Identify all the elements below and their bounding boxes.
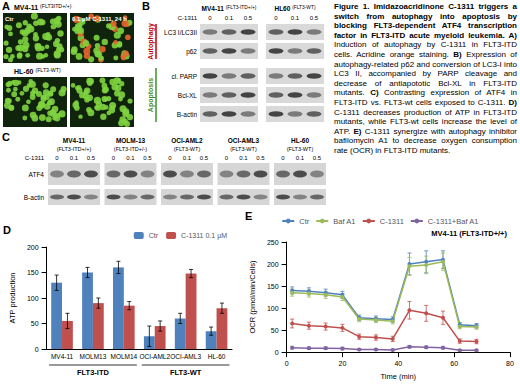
svg-text:0: 0 (35, 346, 39, 353)
svg-text:100: 100 (267, 305, 279, 312)
html-text:C-1311 decreases production of: C-1311 decreases production of ATP in FL… (334, 107, 517, 155)
svg-text:MV4-11 (FLT3-ITD+/+): MV4-11 (FLT3-ITD+/+) (431, 229, 507, 238)
svg-text:0: 0 (55, 155, 59, 161)
svg-text:p62: p62 (186, 48, 197, 56)
svg-text:0: 0 (208, 15, 212, 21)
svg-text:80: 80 (506, 360, 514, 367)
svg-text:C-1311: C-1311 (380, 217, 404, 226)
svg-text:Time (min): Time (min) (381, 372, 417, 381)
svg-text:0.1: 0.1 (70, 155, 79, 161)
html-text:Contrasting expression of ATF4: Contrasting expression of ATF4 in FLT3-I… (334, 88, 517, 107)
html-text:C): C) (370, 88, 379, 98)
svg-text:250: 250 (267, 239, 279, 246)
svg-text:A: A (2, 0, 10, 12)
svg-text:0.5: 0.5 (87, 155, 96, 161)
svg-text:MOLM-13: MOLM-13 (116, 137, 146, 144)
svg-text:C-1311: C-1311 (178, 15, 198, 21)
svg-text:50: 50 (271, 327, 279, 334)
svg-text:OCI-AML3: OCI-AML3 (228, 137, 260, 144)
svg-text:0.1: 0.1 (126, 155, 135, 161)
svg-text:0: 0 (274, 15, 278, 21)
html-text:Figure 1. Imidazoacridinone C-: Figure 1. Imidazoacridinone C-1311 trigg… (334, 2, 517, 40)
svg-text:OCI-AML2: OCI-AML2 (171, 137, 203, 144)
svg-text:C-1311: C-1311 (25, 155, 45, 161)
svg-text:MV4-11 (FLT3-ITD+/+): MV4-11 (FLT3-ITD+/+) (202, 5, 257, 12)
svg-text:HL60 (FLT3-WT): HL60 (FLT3-WT) (274, 5, 315, 12)
svg-text:B-actin: B-actin (24, 194, 45, 201)
svg-text:0.5: 0.5 (244, 15, 253, 21)
html-text:D: D (3, 224, 11, 236)
svg-text:200: 200 (27, 244, 39, 251)
svg-text:60: 60 (450, 360, 458, 367)
svg-text:Bcl-XL: Bcl-XL (178, 92, 198, 99)
svg-text:OCR (pmol/min/Cells): OCR (pmol/min/Cells) (248, 260, 257, 333)
svg-text:(FLT3-WT): (FLT3-WT) (230, 146, 257, 152)
svg-text:0.5: 0.5 (200, 155, 209, 161)
svg-text:100: 100 (27, 295, 39, 302)
svg-text:FLT3-ITD: FLT3-ITD (77, 368, 110, 377)
svg-text:0.1: 0.1 (291, 15, 300, 21)
svg-text:0.1: 0.1 (225, 15, 234, 21)
html-text:B): B) (453, 50, 462, 59)
svg-text:0.1: 0.1 (239, 155, 248, 161)
svg-text:200: 200 (267, 261, 279, 268)
svg-text:OCI-AML2: OCI-AML2 (139, 353, 170, 360)
svg-text:40: 40 (394, 360, 402, 367)
svg-text:MOLM14: MOLM14 (110, 353, 137, 360)
svg-text:0: 0 (168, 155, 172, 161)
svg-text:(FLT3-ITD+/-): (FLT3-ITD+/-) (114, 146, 148, 152)
svg-text:Autophagy: Autophagy (147, 23, 155, 60)
svg-text:0.1: 0.1 (183, 155, 192, 161)
svg-text:B-actin: B-actin (177, 111, 198, 118)
svg-text:(FLT3-WT): (FLT3-WT) (287, 146, 314, 152)
html-text:Expression of autophagy-relate: Expression of autophagy-related p62 and … (334, 50, 517, 98)
svg-text:Apoptosis: Apoptosis (147, 78, 155, 112)
svg-text:ATF4: ATF4 (29, 171, 45, 178)
svg-text:0.5: 0.5 (310, 15, 319, 21)
svg-text:MOLM13: MOLM13 (80, 353, 107, 360)
svg-text:0: 0 (275, 349, 279, 356)
svg-text:0.5: 0.5 (256, 155, 265, 161)
svg-text:C-1311 0.1 µM: C-1311 0.1 µM (181, 232, 227, 240)
svg-text:0.5: 0.5 (313, 155, 322, 161)
svg-text:C: C (2, 131, 10, 143)
svg-text:FLT3-WT: FLT3-WT (170, 368, 202, 377)
svg-text:(FLT3-ITD+/+): (FLT3-ITD+/+) (57, 146, 92, 152)
svg-text:Ctr: Ctr (299, 217, 309, 226)
svg-text:B: B (142, 0, 150, 12)
svg-text:LC3 I/LC3II: LC3 I/LC3II (164, 29, 197, 36)
svg-text:HL-60: HL-60 (208, 353, 226, 360)
svg-text:Ctr: Ctr (5, 16, 14, 22)
svg-text:150: 150 (27, 269, 39, 276)
svg-text:50: 50 (31, 320, 39, 327)
svg-text:HL-60: HL-60 (291, 137, 309, 144)
svg-text:0.1: 0.1 (296, 155, 305, 161)
svg-text:MV4-11 (FLT3ITD+/+): MV4-11 (FLT3ITD+/+) (14, 3, 72, 11)
svg-text:cl. PARP: cl. PARP (171, 73, 197, 80)
html-text:E: E (245, 210, 253, 222)
svg-text:20: 20 (339, 360, 347, 367)
html-text:Induction of autophagy by C-13: Induction of autophagy by C-1311 in FLT3… (334, 40, 517, 59)
svg-text:Ctr: Ctr (149, 232, 159, 239)
svg-text:HL-60 (FLT3-WT): HL-60 (FLT3-WT) (14, 67, 61, 75)
svg-text:MV4-11: MV4-11 (51, 353, 74, 360)
svg-text:0.1 µM C-1311, 24 h: 0.1 µM C-1311, 24 h (72, 16, 127, 22)
svg-text:C-1311+Baf A1: C-1311+Baf A1 (428, 217, 479, 226)
svg-text:0: 0 (285, 360, 289, 367)
svg-text:0: 0 (281, 155, 285, 161)
svg-text:0: 0 (112, 155, 116, 161)
svg-text:0.5: 0.5 (143, 155, 152, 161)
svg-text:Baf A1: Baf A1 (333, 217, 355, 226)
svg-text:0: 0 (225, 155, 229, 161)
svg-text:(FLT3-WT): (FLT3-WT) (174, 146, 201, 152)
svg-text:150: 150 (267, 283, 279, 290)
svg-text:OCI-AML3: OCI-AML3 (170, 353, 201, 360)
svg-text:MV4-11: MV4-11 (63, 137, 86, 144)
svg-text:ATP production: ATP production (8, 272, 17, 323)
